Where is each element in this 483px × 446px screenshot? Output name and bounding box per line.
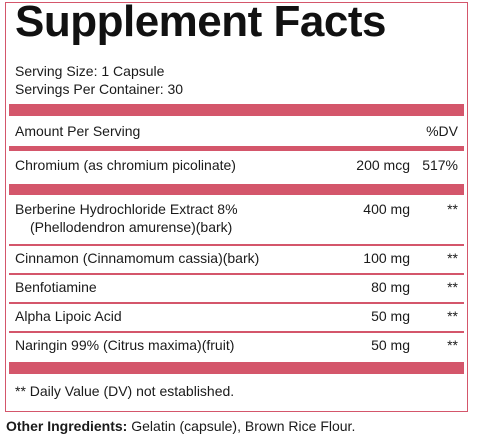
thick-divider bbox=[9, 362, 464, 374]
nutrient-name: Chromium (as chromium picolinate) bbox=[15, 157, 236, 173]
nutrient-amount: 80 mg bbox=[371, 279, 410, 295]
row-divider bbox=[9, 331, 464, 333]
row-divider bbox=[9, 244, 464, 246]
nutrient-source: (Phellodendron amurense)(bark) bbox=[30, 219, 233, 235]
thick-divider bbox=[9, 104, 464, 116]
nutrient-dv: 517% bbox=[422, 157, 458, 173]
dv-header: %DV bbox=[426, 123, 458, 139]
nutrient-dv: ** bbox=[447, 250, 458, 266]
servings-per-container: Servings Per Container: 30 bbox=[15, 81, 184, 97]
other-ingredients-label: Other Ingredients: bbox=[6, 418, 128, 434]
medium-divider bbox=[9, 146, 464, 151]
nutrient-name: Cinnamon (Cinnamomum cassia)(bark) bbox=[15, 250, 260, 266]
nutrient-amount: 50 mg bbox=[371, 337, 410, 353]
row-divider bbox=[9, 273, 464, 275]
serving-size: Serving Size: 1 Capsule bbox=[15, 63, 165, 79]
other-ingredients-value: Gelatin (capsule), Brown Rice Flour. bbox=[127, 418, 356, 434]
nutrient-dv: ** bbox=[447, 201, 458, 217]
other-ingredients: Other Ingredients: Gelatin (capsule), Br… bbox=[6, 418, 355, 434]
nutrient-name: Alpha Lipoic Acid bbox=[15, 308, 122, 324]
dv-footnote: ** Daily Value (DV) not established. bbox=[15, 383, 235, 399]
nutrient-name: Berberine Hydrochloride Extract 8% bbox=[15, 201, 238, 217]
row-divider bbox=[9, 302, 464, 304]
thick-divider bbox=[9, 184, 464, 195]
nutrient-amount: 400 mg bbox=[363, 201, 410, 217]
nutrient-amount: 200 mcg bbox=[356, 157, 410, 173]
nutrient-amount: 100 mg bbox=[363, 250, 410, 266]
nutrient-name: Benfotiamine bbox=[15, 279, 97, 295]
nutrient-dv: ** bbox=[447, 337, 458, 353]
nutrient-dv: ** bbox=[447, 308, 458, 324]
panel-title: Supplement Facts bbox=[15, 0, 386, 46]
nutrient-amount: 50 mg bbox=[371, 308, 410, 324]
amount-per-serving-label: Amount Per Serving bbox=[15, 123, 141, 139]
nutrient-dv: ** bbox=[447, 279, 458, 295]
nutrient-name: Naringin 99% (Citrus maxima)(fruit) bbox=[15, 337, 235, 353]
supplement-facts-panel: Supplement Facts Serving Size: 1 Capsule… bbox=[5, 0, 468, 412]
